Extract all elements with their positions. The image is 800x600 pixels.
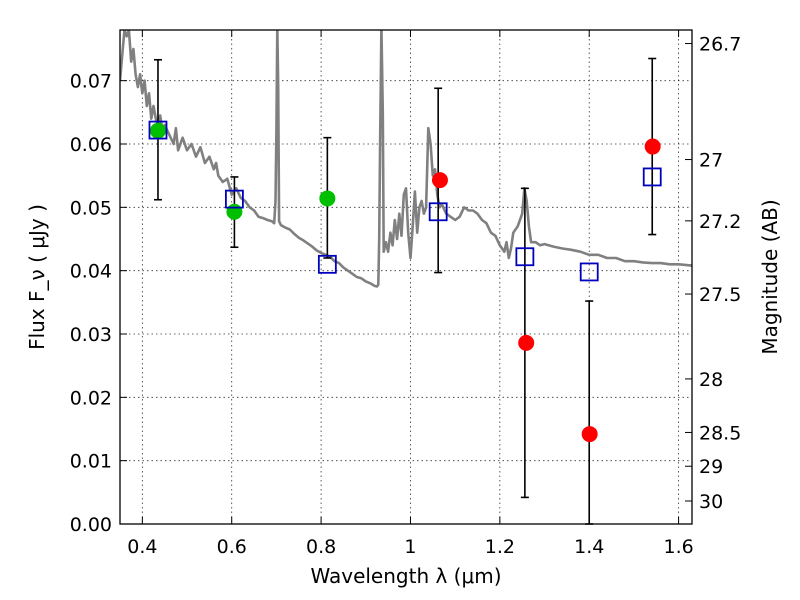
blue-square-point <box>579 262 599 282</box>
plot-frame <box>119 29 693 525</box>
y2-tick-label: 28 <box>699 369 723 391</box>
y-tick-label: 0.02 <box>70 387 112 409</box>
y-tick-label: 0.04 <box>70 261 112 283</box>
blue-square-point <box>317 254 337 274</box>
y2-tick-label: 26.7 <box>699 34 741 56</box>
x-tick-label: 0.8 <box>306 536 336 558</box>
y-tick-label: 0.05 <box>70 197 112 219</box>
red-circle-point <box>431 172 448 189</box>
data-layer <box>120 30 692 288</box>
red-circle-point <box>644 138 661 155</box>
green-circle-point <box>149 122 166 139</box>
red-circle-point <box>518 334 535 351</box>
y2-tick-label: 28.5 <box>699 422 741 444</box>
grid <box>120 30 692 524</box>
y-tick-label: 0.00 <box>70 514 112 536</box>
x-tick-label: 1.2 <box>485 536 515 558</box>
green-circle-point <box>226 203 243 220</box>
tick-labels: 0.4 0.6 0.8 1 1.2 1.4 1.6 0.00 0.01 0.02 0.03 0.04 0… <box>70 34 742 558</box>
blue-square-point <box>224 189 244 209</box>
blue-square-point <box>515 247 535 267</box>
red-circle-point <box>581 426 598 443</box>
y2-axis-label: Magnitude (AB) <box>758 199 782 354</box>
axis-ticks <box>120 30 692 525</box>
y2-tick-label: 29 <box>699 456 723 478</box>
green-circle-point <box>319 190 336 207</box>
y-tick-label: 0.06 <box>70 134 112 156</box>
y2-tick-label: 30 <box>699 491 723 513</box>
y-tick-label: 0.01 <box>70 451 112 473</box>
y2-tick-label: 27.2 <box>699 211 741 233</box>
y-tick-label: 0.03 <box>70 324 112 346</box>
x-tick-label: 1.6 <box>663 536 693 558</box>
y-axis-label: Flux F_ν ( μJy ) <box>25 204 49 350</box>
y-tick-label: 0.07 <box>70 71 112 93</box>
x-axis-label: Wavelength λ (μm) <box>310 564 501 588</box>
y2-tick-label: 27 <box>699 150 723 172</box>
markers <box>148 120 662 443</box>
model-spectrum-line <box>120 30 692 288</box>
x-tick-label: 1 <box>404 536 416 558</box>
blue-square-point <box>642 167 662 187</box>
x-tick-label: 1.4 <box>574 536 604 558</box>
x-tick-label: 0.4 <box>127 536 157 558</box>
blue-square-point <box>148 120 168 140</box>
y2-tick-label: 27.5 <box>699 284 741 306</box>
blue-square-point <box>428 202 448 222</box>
plot-background <box>120 30 692 524</box>
x-tick-label: 0.6 <box>217 536 247 558</box>
